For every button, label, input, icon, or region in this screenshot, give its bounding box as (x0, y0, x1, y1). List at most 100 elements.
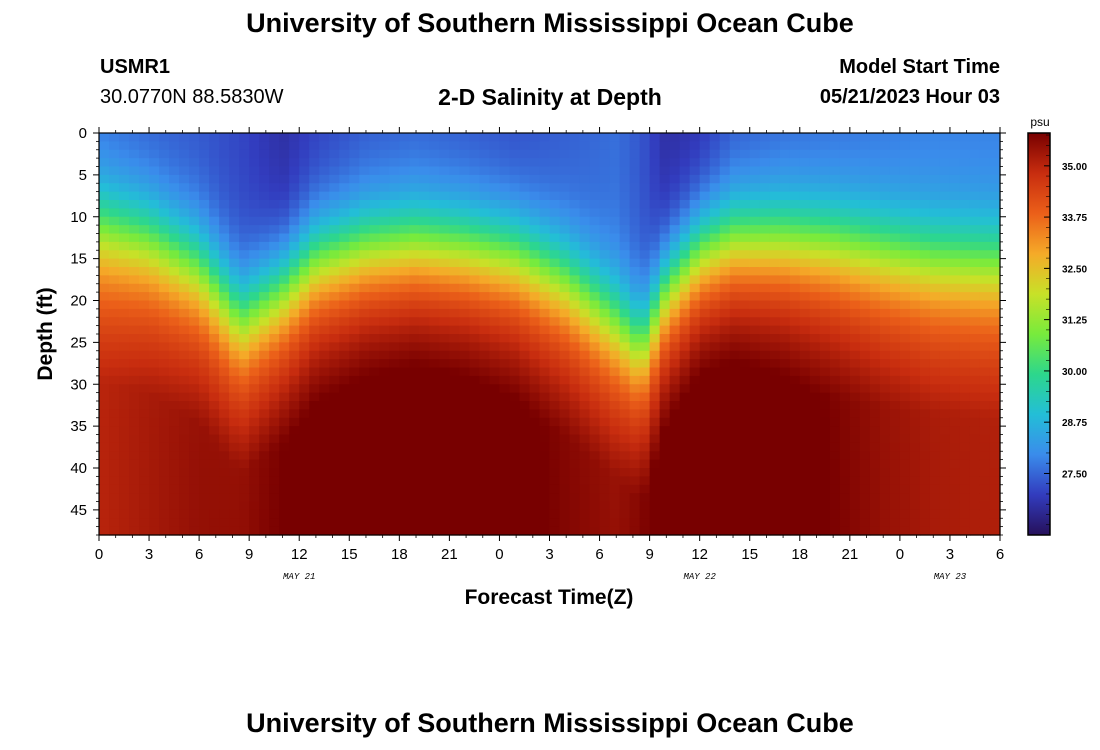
heatmap-cell (229, 392, 240, 402)
heatmap-cell (139, 476, 150, 486)
heatmap-cell (299, 208, 310, 218)
heatmap-cell (859, 241, 871, 251)
heatmap-cell (939, 141, 951, 151)
heatmap-cell (219, 267, 230, 276)
heatmap-cell (939, 518, 951, 528)
heatmap-cell (589, 325, 601, 335)
heatmap-cell (869, 308, 881, 318)
heatmap-cell (169, 133, 180, 142)
heatmap-cell (299, 149, 310, 159)
heatmap-cell (869, 342, 881, 352)
heatmap-cell (699, 509, 711, 519)
heatmap-cell (369, 484, 380, 494)
heatmap-cell (809, 493, 821, 503)
heatmap-cell (949, 468, 961, 477)
heatmap-cell (519, 267, 531, 276)
heatmap-cell (509, 267, 521, 276)
heatmap-cell (699, 334, 711, 343)
x-tick-label: 0 (896, 546, 904, 563)
heatmap-cell (439, 191, 450, 201)
heatmap-cell (989, 133, 1001, 142)
heatmap-cell (549, 459, 561, 469)
heatmap-cell (609, 451, 621, 461)
x-tick-label: 3 (545, 546, 553, 563)
heatmap-cell (829, 468, 841, 477)
heatmap-cell (779, 392, 791, 402)
heatmap-cell (959, 258, 971, 268)
heatmap-cell (919, 476, 931, 486)
heatmap-cell (169, 183, 180, 193)
heatmap-cell (869, 401, 881, 410)
heatmap-cell (829, 166, 841, 176)
heatmap-cell (829, 317, 841, 327)
heatmap-cell (459, 501, 471, 511)
heatmap-cell (769, 174, 781, 184)
heatmap-cell (649, 166, 661, 176)
heatmap-cell (979, 409, 991, 419)
heatmap-cell (139, 267, 150, 276)
heatmap-cell (469, 308, 481, 318)
heatmap-cell (899, 267, 911, 276)
heatmap-cell (209, 208, 220, 218)
heatmap-cell (769, 442, 781, 452)
heatmap-cell (639, 476, 651, 486)
heatmap-cell (749, 417, 761, 427)
heatmap-cell (299, 300, 310, 310)
heatmap-cell (809, 451, 821, 461)
heatmap-cell (559, 501, 571, 511)
heatmap-cell (539, 183, 551, 193)
heatmap-cell (699, 208, 711, 218)
heatmap-cell (129, 367, 140, 377)
heatmap-cell (569, 166, 581, 176)
heatmap-cell (189, 401, 200, 410)
heatmap-cell (799, 359, 811, 369)
heatmap-cell (919, 258, 931, 268)
heatmap-cell (389, 183, 400, 193)
heatmap-cell (489, 141, 501, 151)
heatmap-cell (869, 250, 881, 260)
x-tick-label: 21 (841, 546, 858, 563)
heatmap-cell (679, 334, 691, 343)
heatmap-cell (289, 526, 300, 536)
heatmap-cell (539, 434, 551, 444)
heatmap-cell (259, 250, 270, 260)
heatmap-cell (889, 133, 901, 142)
heatmap-cell (529, 459, 541, 469)
heatmap-cell (599, 518, 611, 528)
heatmap-cell (889, 141, 901, 151)
heatmap-cell (279, 200, 290, 209)
heatmap-cell (529, 166, 541, 176)
heatmap-cell (769, 166, 781, 176)
heatmap-cell (859, 200, 871, 209)
heatmap-cell (319, 166, 330, 176)
heatmap-cell (649, 191, 661, 201)
heatmap-cell (449, 233, 460, 243)
heatmap-cell (559, 216, 571, 226)
heatmap-cell (959, 484, 971, 494)
heatmap-cell (529, 359, 541, 369)
heatmap-cell (619, 133, 631, 142)
heatmap-cell (449, 426, 460, 436)
heatmap-cell (359, 149, 370, 159)
heatmap-cell (619, 308, 631, 318)
heatmap-cell (409, 283, 420, 293)
heatmap-cell (889, 426, 901, 436)
heatmap-cell (759, 158, 771, 168)
heatmap-cell (519, 484, 531, 494)
heatmap-cell (539, 484, 551, 494)
heatmap-cell (329, 426, 340, 436)
heatmap-cell (469, 359, 481, 369)
heatmap-cell (409, 342, 420, 352)
heatmap-cell (179, 484, 190, 494)
heatmap-cell (649, 174, 661, 184)
heatmap-cell (799, 292, 811, 302)
heatmap-cell (979, 267, 991, 276)
heatmap-cell (899, 409, 911, 419)
heatmap-cell (939, 334, 951, 343)
heatmap-cell (719, 158, 731, 168)
heatmap-cell (989, 509, 1001, 519)
heatmap-cell (619, 183, 631, 193)
heatmap-cell (289, 442, 300, 452)
heatmap-cell (99, 208, 110, 218)
heatmap-cell (129, 375, 140, 385)
